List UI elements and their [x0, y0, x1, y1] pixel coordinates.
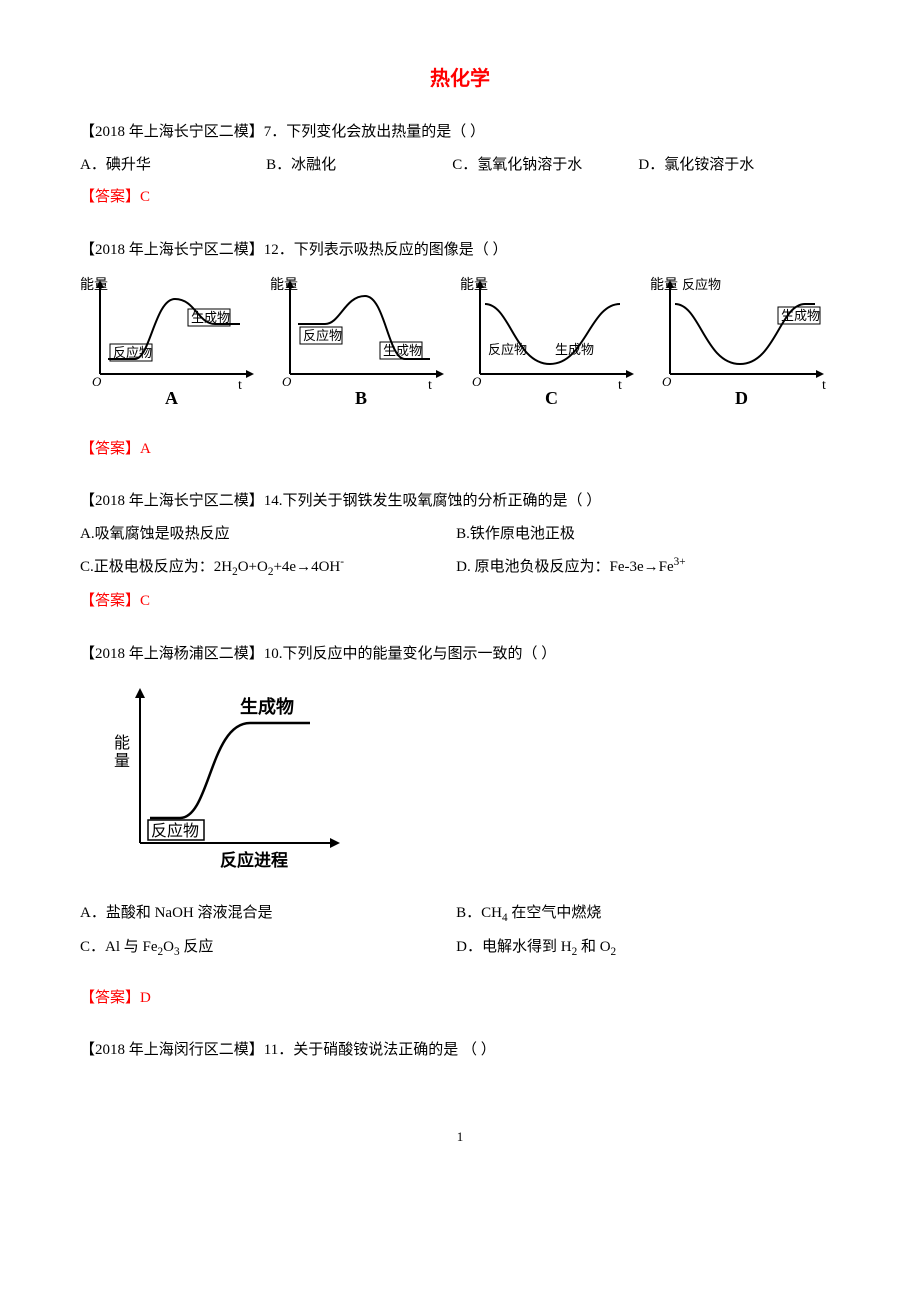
q4-option-d: D．电解水得到 H2 和 O2 — [456, 933, 828, 963]
q2-graph-d: 能量 反应物 O t 生成物 D — [650, 277, 826, 408]
svg-text:反应物: 反应物 — [488, 342, 527, 357]
q1-answer: 【答案】C — [80, 183, 840, 212]
svg-text:O: O — [472, 374, 482, 389]
svg-text:能量: 能量 — [80, 277, 108, 293]
svg-text:反应物: 反应物 — [303, 328, 342, 343]
svg-text:t: t — [238, 378, 242, 393]
question-2-stem: 【2018 年上海长宁区二模】12．下列表示吸热反应的图像是（ ） — [80, 236, 840, 265]
svg-text:O: O — [92, 374, 102, 389]
q3-option-b: B.铁作原电池正极 — [456, 520, 828, 549]
q3-option-d: D. 原电池负极反应为：Fe-3e→Fe3+ — [456, 552, 828, 582]
q2-graph-a: 能量 O t 反应物 生成物 A — [80, 277, 254, 408]
svg-text:A: A — [165, 388, 178, 408]
question-1-stem: 【2018 年上海长宁区二模】7．下列变化会放出热量的是（ ） — [80, 118, 840, 147]
q4-option-a: A．盐酸和 NaOH 溶液混合是 — [80, 899, 452, 928]
svg-text:反应物: 反应物 — [682, 277, 721, 292]
svg-text:能: 能 — [114, 734, 130, 752]
question-2: 【2018 年上海长宁区二模】12．下列表示吸热反应的图像是（ ） 能量 O t… — [80, 236, 840, 464]
q1-option-b: B．冰融化 — [266, 151, 448, 180]
q4-option-c: C．Al 与 Fe2O3 反应 — [80, 933, 452, 963]
q4-options-row2: C．Al 与 Fe2O3 反应 D．电解水得到 H2 和 O2 — [80, 933, 840, 963]
question-1: 【2018 年上海长宁区二模】7．下列变化会放出热量的是（ ） A．碘升华 B．… — [80, 118, 840, 212]
svg-text:能量: 能量 — [460, 277, 488, 293]
svg-text:D: D — [735, 388, 748, 408]
question-4-stem: 【2018 年上海杨浦区二模】10.下列反应中的能量变化与图示一致的（ ） — [80, 640, 840, 669]
svg-text:生成物: 生成物 — [781, 308, 820, 323]
question-4: 【2018 年上海杨浦区二模】10.下列反应中的能量变化与图示一致的（ ） 能 … — [80, 640, 840, 1012]
svg-text:B: B — [355, 388, 367, 408]
svg-text:O: O — [282, 374, 292, 389]
q4-energy-graph-svg: 能 量 反应进程 生成物 反应物 — [100, 678, 360, 878]
svg-text:反应物: 反应物 — [151, 821, 199, 840]
q4-option-b: B．CH4 在空气中燃烧 — [456, 899, 828, 929]
svg-text:C: C — [545, 388, 558, 408]
svg-text:反应进程: 反应进程 — [220, 850, 288, 870]
question-5: 【2018 年上海闵行区二模】11．关于硝酸铵说法正确的是 （ ） — [80, 1036, 840, 1065]
q4-answer: 【答案】D — [80, 984, 840, 1013]
q3-options-row2: C.正极电极反应为：2H2O+O2+4e→4OH- D. 原电池负极反应为：Fe… — [80, 552, 840, 583]
question-5-stem: 【2018 年上海闵行区二模】11．关于硝酸铵说法正确的是 （ ） — [80, 1036, 840, 1065]
q3-options-row1: A.吸氧腐蚀是吸热反应 B.铁作原电池正极 — [80, 520, 840, 549]
q3-answer: 【答案】C — [80, 587, 840, 616]
svg-text:能量: 能量 — [650, 277, 678, 293]
page-number: 1 — [80, 1125, 840, 1150]
svg-text:量: 量 — [114, 753, 130, 770]
svg-text:生成物: 生成物 — [191, 310, 230, 325]
svg-text:t: t — [618, 378, 622, 393]
svg-text:t: t — [428, 378, 432, 393]
svg-text:能量: 能量 — [270, 277, 298, 293]
question-1-options: A．碘升华 B．冰融化 C．氢氧化钠溶于水 D．氯化铵溶于水 — [80, 151, 840, 180]
svg-text:生成物: 生成物 — [383, 343, 422, 358]
q1-option-d: D．氯化铵溶于水 — [638, 151, 820, 180]
svg-text:生成物: 生成物 — [555, 342, 594, 357]
question-3: 【2018 年上海长宁区二模】14.下列关于钢铁发生吸氧腐蚀的分析正确的是（ ）… — [80, 487, 840, 616]
q2-graphs: 能量 O t 反应物 生成物 A 能量 O t — [80, 274, 840, 425]
svg-text:反应物: 反应物 — [113, 345, 152, 360]
page-title: 热化学 — [80, 60, 840, 98]
q2-graph-b: 能量 O t 反应物 生成物 B — [270, 277, 444, 408]
svg-text:t: t — [822, 378, 826, 393]
q4-graph: 能 量 反应进程 生成物 反应物 — [100, 678, 840, 889]
q3-option-c: C.正极电极反应为：2H2O+O2+4e→4OH- — [80, 552, 452, 583]
q3-option-a: A.吸氧腐蚀是吸热反应 — [80, 520, 452, 549]
q2-answer: 【答案】A — [80, 435, 840, 464]
svg-text:生成物: 生成物 — [240, 696, 294, 717]
q2-energy-graphs-svg: 能量 O t 反应物 生成物 A 能量 O t — [80, 274, 840, 414]
q1-option-c: C．氢氧化钠溶于水 — [452, 151, 634, 180]
q2-graph-c: 能量 O t 反应物 生成物 C — [460, 277, 634, 408]
q4-options-row1: A．盐酸和 NaOH 溶液混合是 B．CH4 在空气中燃烧 — [80, 899, 840, 929]
svg-text:O: O — [662, 374, 672, 389]
question-3-stem: 【2018 年上海长宁区二模】14.下列关于钢铁发生吸氧腐蚀的分析正确的是（ ） — [80, 487, 840, 516]
q1-option-a: A．碘升华 — [80, 151, 262, 180]
